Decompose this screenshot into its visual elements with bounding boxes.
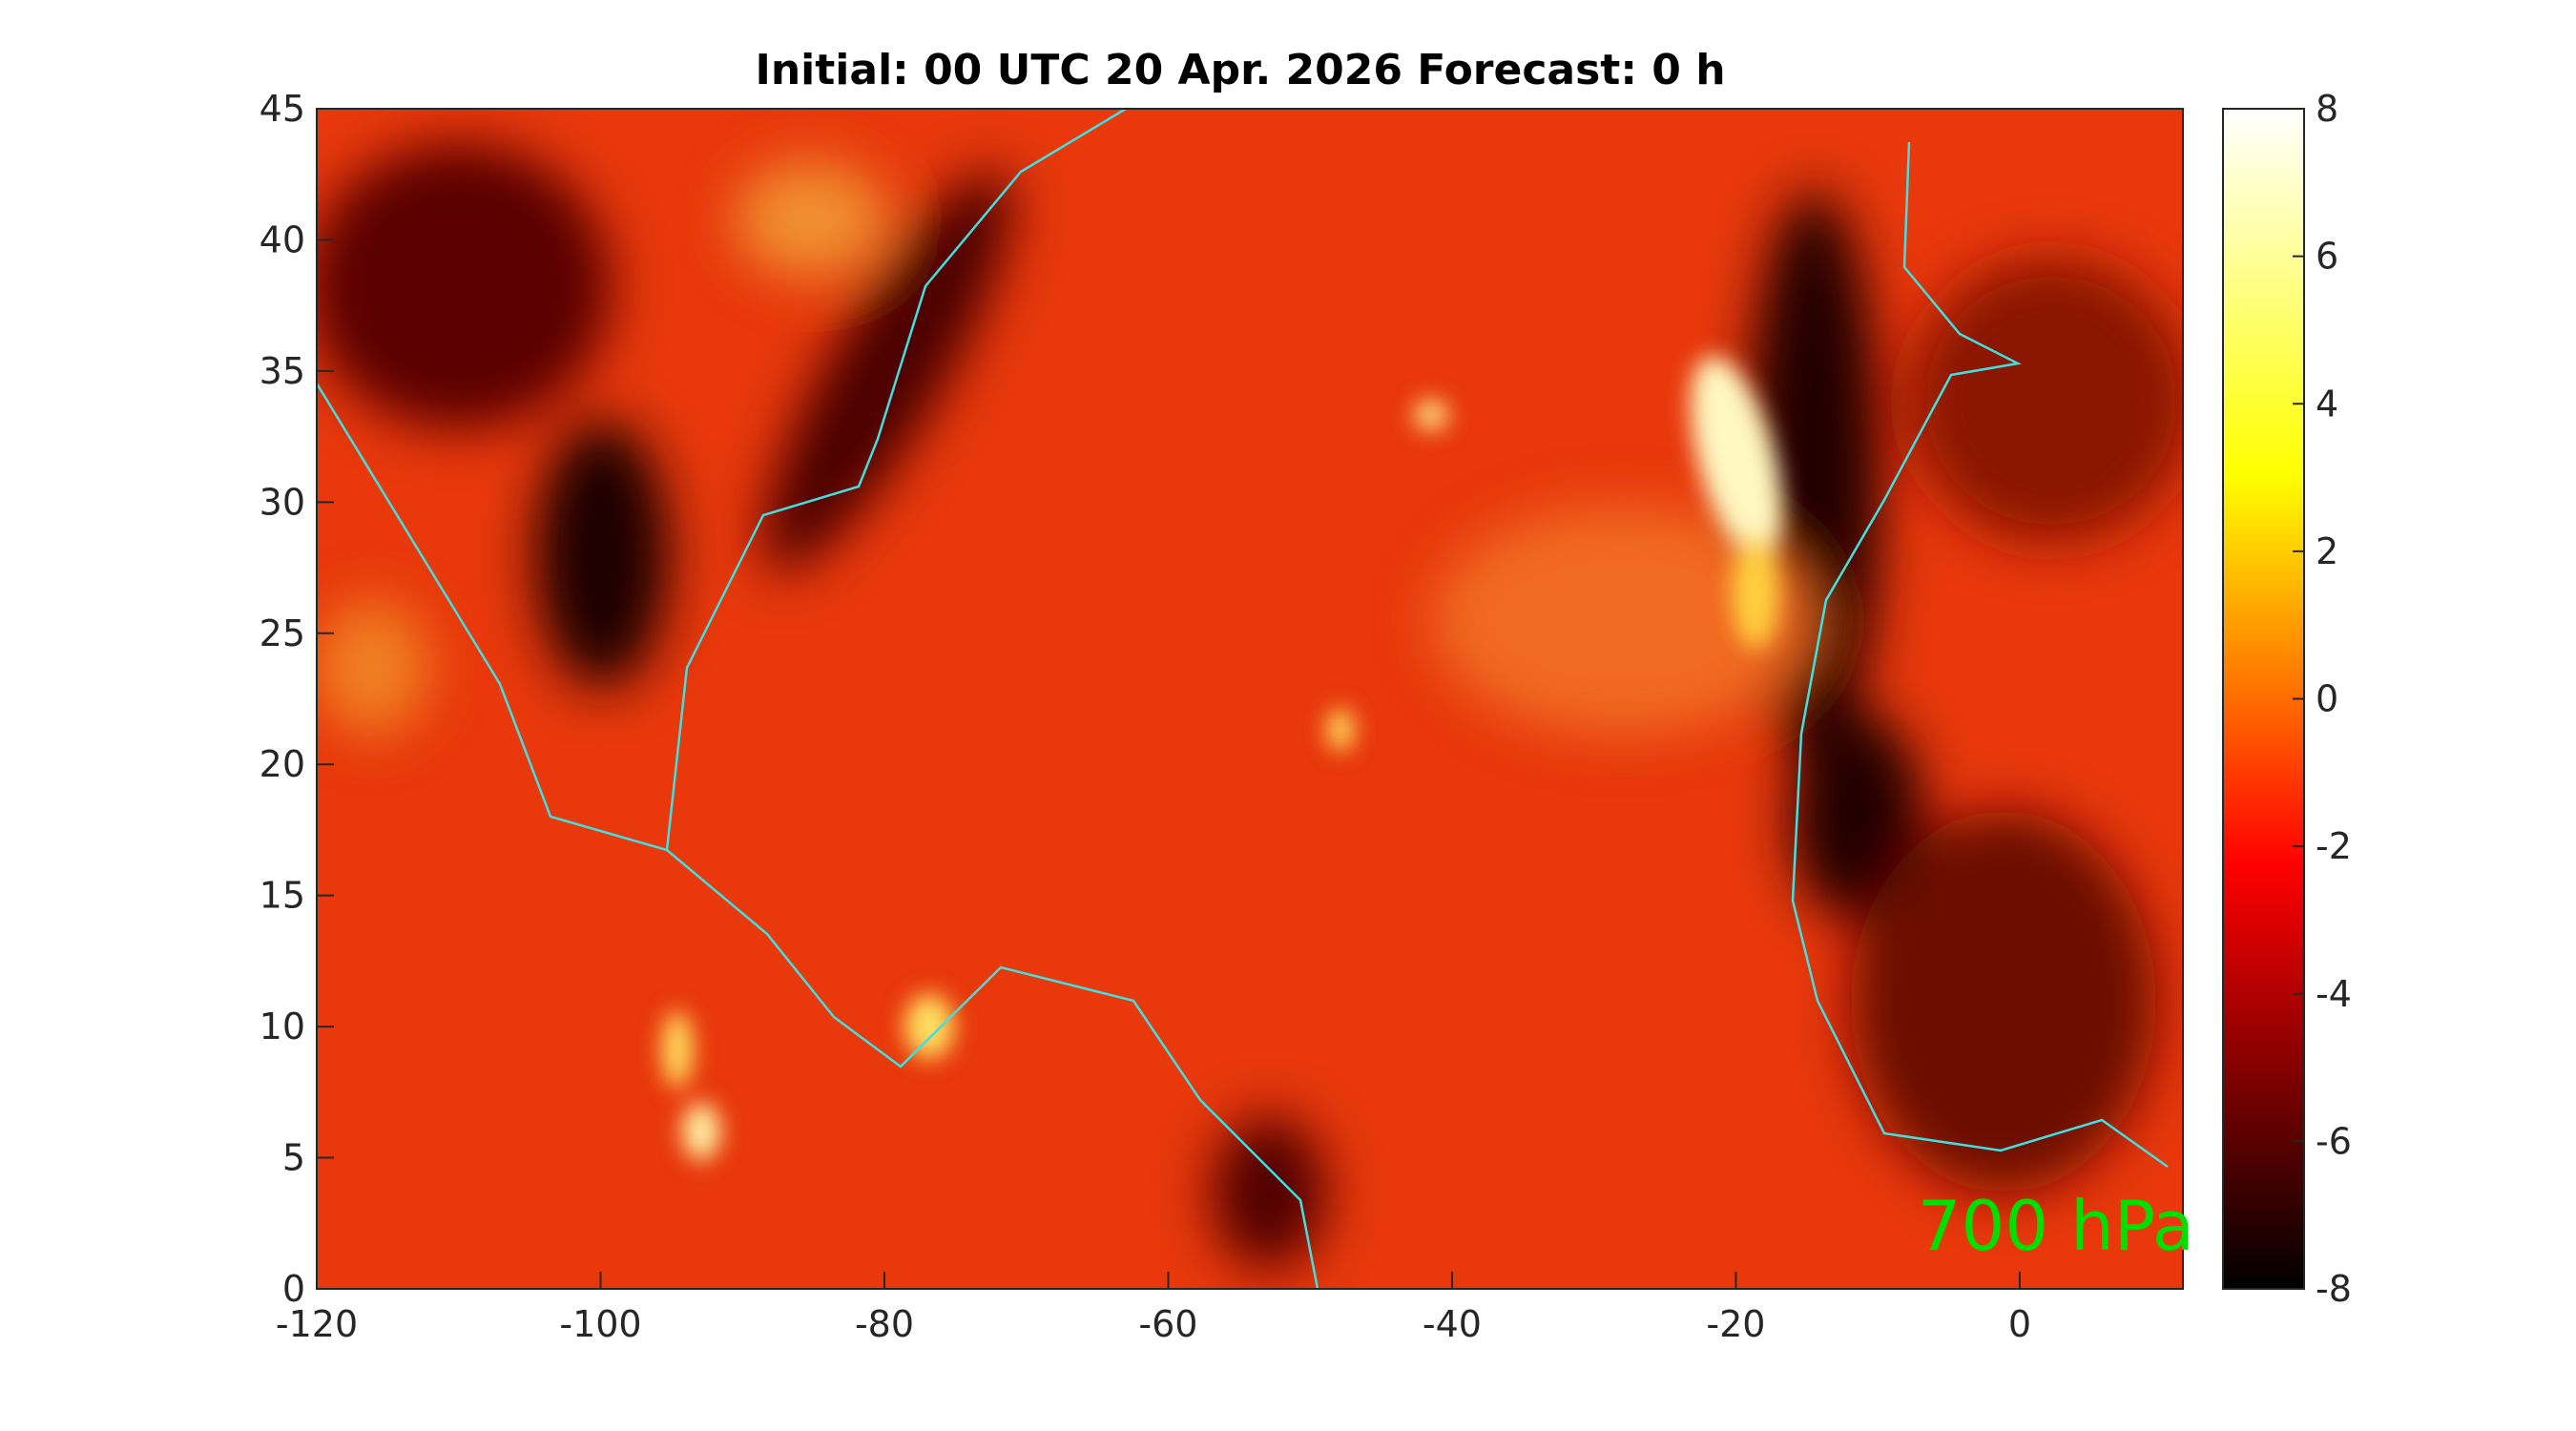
colorbar-tick-label: 6 [2316, 236, 2338, 278]
x-tick-label: -120 [276, 1303, 358, 1345]
colorbar-tick-label: 0 [2316, 678, 2338, 720]
chart-title: Initial: 00 UTC 20 Apr. 2026 Forecast: 0… [755, 46, 1725, 94]
colorbar-tick-label: 8 [2316, 88, 2338, 130]
y-tick-label: 10 [260, 1006, 305, 1047]
y-tick-label: 15 [260, 875, 305, 917]
y-tick-label: 0 [282, 1268, 305, 1310]
y-tick-label: 30 [260, 481, 305, 523]
y-tick-label: 25 [260, 612, 305, 654]
x-tick-label: -80 [855, 1303, 914, 1345]
y-tick-label: 45 [260, 88, 305, 130]
y-tick-label: 20 [260, 743, 305, 785]
colorbar-tick-label: 2 [2316, 530, 2338, 572]
y-tick-label: 35 [260, 350, 305, 392]
x-tick-label: -60 [1138, 1303, 1197, 1345]
colorbar-tick-label: -6 [2316, 1120, 2352, 1162]
x-tick-label: -100 [559, 1303, 641, 1345]
x-tick-label: -40 [1423, 1303, 1482, 1345]
level-annotation: 700 hPa [1918, 1186, 2194, 1266]
colorbar-tick-label: 4 [2316, 383, 2338, 425]
y-tick-label: 40 [260, 218, 305, 260]
coastline [317, 109, 2169, 1289]
x-tick-label: 0 [2008, 1303, 2031, 1345]
colorbar-tick-label: -8 [2316, 1268, 2352, 1310]
colorbar-tick-label: -4 [2316, 973, 2352, 1015]
colorbar [2222, 108, 2305, 1290]
colorbar-tick-label: -2 [2316, 825, 2352, 867]
x-tick-label: -20 [1706, 1303, 1765, 1345]
field-image [317, 109, 2183, 1289]
plot-frame [316, 108, 2184, 1290]
y-tick-label: 5 [282, 1137, 305, 1179]
